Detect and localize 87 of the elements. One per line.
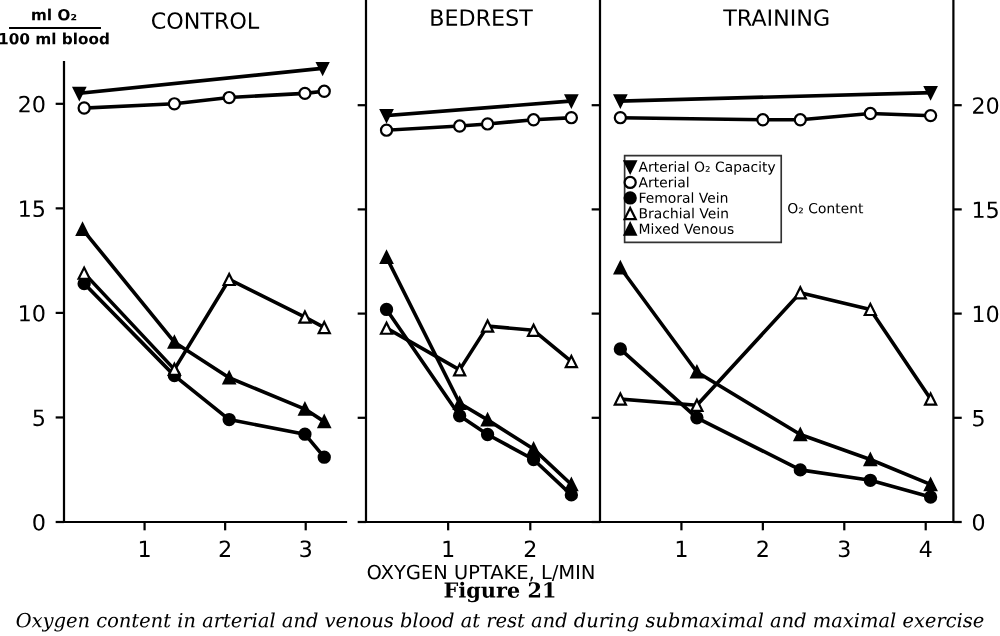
point bbox=[793, 427, 807, 442]
point bbox=[77, 101, 91, 115]
point bbox=[379, 108, 394, 123]
point bbox=[480, 117, 495, 131]
y-tick-label: 20 bbox=[973, 97, 999, 114]
point bbox=[222, 371, 236, 385]
point bbox=[923, 392, 938, 406]
point bbox=[452, 363, 467, 377]
point bbox=[379, 250, 394, 264]
point bbox=[923, 490, 938, 504]
point bbox=[452, 119, 467, 133]
point bbox=[379, 302, 394, 317]
point bbox=[167, 97, 182, 111]
point bbox=[564, 111, 579, 125]
y-tick-label: 0 bbox=[33, 513, 45, 531]
point bbox=[298, 86, 312, 101]
point bbox=[613, 392, 628, 406]
point bbox=[452, 409, 467, 423]
point bbox=[526, 442, 541, 456]
point bbox=[863, 302, 878, 317]
chart-title: BEDREST bbox=[431, 9, 533, 27]
point bbox=[613, 261, 628, 275]
point bbox=[452, 396, 467, 410]
point bbox=[793, 286, 807, 300]
point bbox=[480, 413, 495, 427]
point bbox=[690, 398, 704, 412]
point bbox=[613, 94, 628, 108]
x-axis-title: OXYGEN UPTAKE, L/MIN bbox=[367, 564, 594, 582]
text: Oxygen content in arterial and venous blood at rest and during submaximal and maximal exercise bbox=[16, 612, 984, 632]
chart-title: CONTROL bbox=[151, 12, 260, 29]
y-tick-label: 5 bbox=[973, 410, 984, 427]
x-tick-label: 2 bbox=[757, 540, 768, 557]
point bbox=[793, 113, 807, 127]
caption: Figure 21 bbox=[444, 581, 555, 603]
point bbox=[756, 113, 770, 127]
point bbox=[526, 113, 541, 127]
point bbox=[298, 402, 312, 416]
point bbox=[317, 84, 331, 98]
x-tick-label: 2 bbox=[219, 540, 230, 557]
point bbox=[379, 123, 394, 137]
point bbox=[222, 90, 236, 105]
point bbox=[863, 473, 878, 487]
point bbox=[315, 62, 330, 75]
point bbox=[222, 412, 236, 427]
point bbox=[526, 323, 541, 337]
point bbox=[690, 411, 704, 425]
chart-title: TRAINING bbox=[723, 9, 829, 27]
y-tick-label: 10 bbox=[973, 305, 999, 323]
y-tick-label: 5 bbox=[33, 409, 44, 427]
y-tick-label: 15 bbox=[973, 201, 998, 219]
y-tick-label: 10 bbox=[20, 304, 45, 322]
x-tick-label: 1 bbox=[443, 540, 454, 557]
point bbox=[77, 266, 91, 280]
point bbox=[564, 94, 579, 108]
point bbox=[480, 319, 495, 333]
x-tick-label: 1 bbox=[139, 540, 150, 557]
x-tick-label: 4 bbox=[919, 540, 932, 557]
point bbox=[564, 354, 579, 369]
point bbox=[923, 86, 938, 100]
x-tick-label: 3 bbox=[300, 540, 311, 558]
point bbox=[863, 106, 878, 121]
point bbox=[613, 111, 628, 125]
y-tick-label: 15 bbox=[20, 200, 44, 218]
point bbox=[317, 414, 331, 429]
point bbox=[379, 321, 394, 335]
point bbox=[690, 365, 704, 379]
point bbox=[863, 452, 878, 467]
point bbox=[167, 362, 182, 377]
point bbox=[317, 320, 331, 335]
x-tick-label: 3 bbox=[838, 540, 850, 558]
y-tick-label: 0 bbox=[972, 513, 985, 531]
point bbox=[72, 86, 86, 101]
point bbox=[923, 477, 938, 492]
point bbox=[564, 477, 579, 492]
point bbox=[793, 463, 807, 477]
y-tick-label: 20 bbox=[19, 95, 45, 113]
point bbox=[923, 108, 938, 123]
point bbox=[298, 427, 312, 441]
point bbox=[317, 450, 331, 464]
point bbox=[75, 222, 90, 236]
point bbox=[480, 427, 495, 442]
x-tick-label: 1 bbox=[676, 540, 687, 557]
point bbox=[222, 272, 236, 287]
point bbox=[298, 310, 312, 324]
x-tick-label: 2 bbox=[524, 540, 536, 557]
point bbox=[167, 335, 182, 349]
point bbox=[613, 342, 628, 356]
